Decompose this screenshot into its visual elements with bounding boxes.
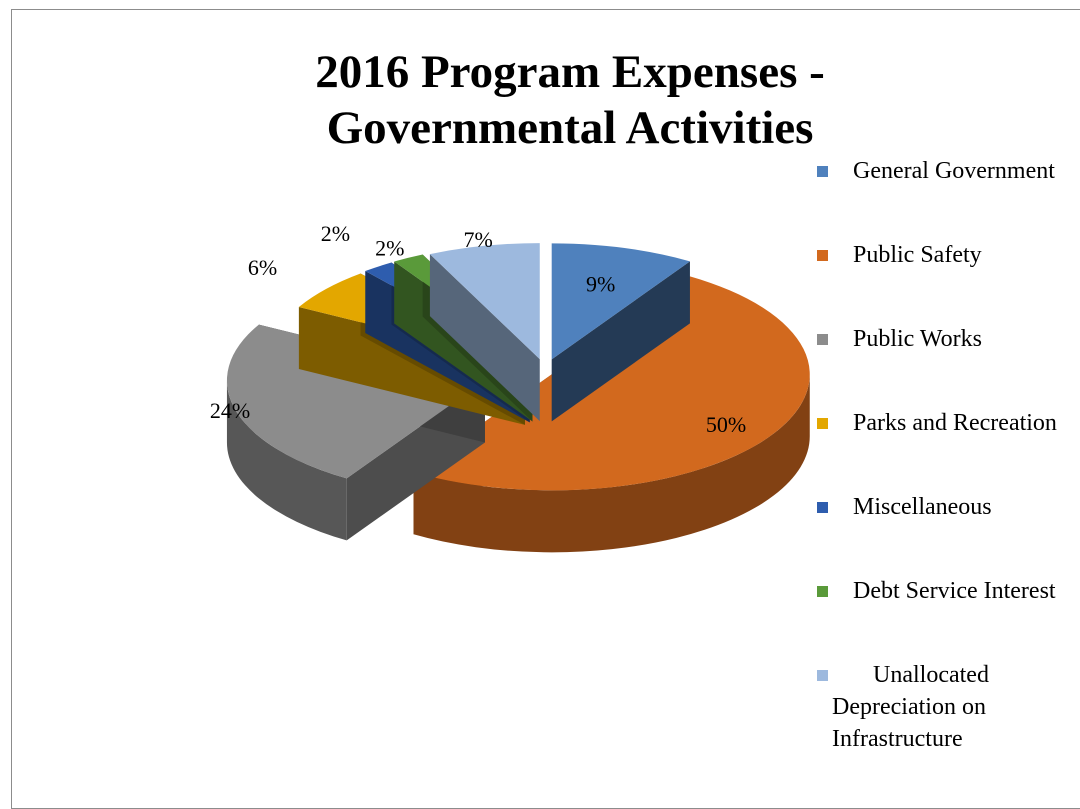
legend-item: Parks and Recreation [812,407,1080,439]
legend-label: General Government [853,158,1055,184]
pie-slice-0 [551,243,690,422]
pie-slice-top-0 [551,243,690,360]
pie-slice-wall-1 [413,374,810,553]
pie-slice-wall-2 [226,380,347,541]
legend-label: Unallocated Depreciation on Infrastructu… [832,662,989,752]
pie-slice-top-6 [429,243,540,360]
pie-slice-side-0 [551,261,690,422]
data-label-5: 2% [375,236,404,261]
pie-slice-side-6 [429,254,540,422]
legend-item: General Government [812,155,1080,187]
legend-swatch [817,670,828,681]
legend-item: Public Safety [812,239,1080,271]
pie-slice-top-2 [226,324,485,479]
legend-label: Miscellaneous [853,494,992,520]
data-label-2: 24% [210,398,250,423]
data-label-6: 7% [463,227,492,252]
legend-label: Public Works [853,326,982,352]
pie-slice-6 [429,243,540,422]
legend-swatch [817,250,828,261]
legend-label: Public Safety [853,242,982,268]
legend-swatch [817,334,828,345]
legend-item: Unallocated Depreciation on Infrastructu… [812,659,992,755]
data-label-4: 2% [321,221,350,246]
legend-item: Debt Service Interest [812,575,1080,607]
legend-item: Miscellaneous [812,491,1080,523]
pie-slice-top-1 [413,276,810,491]
chart-title-line-2: Governmental Activities [326,102,814,154]
legend-item: Public Works [812,323,1080,355]
legend-label: Parks and Recreation [853,410,1057,436]
data-label-3: 6% [248,255,277,280]
legend-label: Debt Service Interest [853,578,1056,604]
legend-swatch [817,502,828,513]
legend-swatch [817,418,828,429]
data-label-0: 9% [586,272,615,297]
legend-swatch [817,166,828,177]
pie-slice-side-3 [298,307,525,425]
data-label-1: 50% [706,412,746,437]
chart-title: 2016 Program Expenses - Governmental Act… [0,44,1080,156]
legend-swatch [817,586,828,597]
chart-title-line-1: 2016 Program Expenses - [315,46,825,98]
